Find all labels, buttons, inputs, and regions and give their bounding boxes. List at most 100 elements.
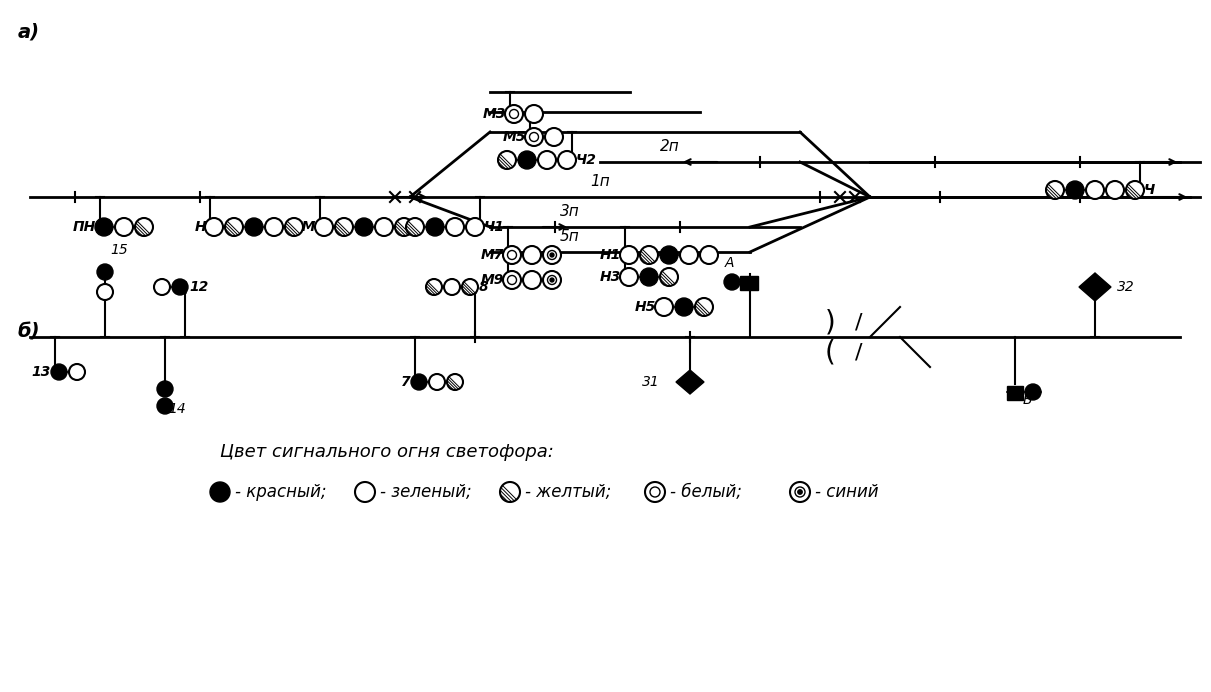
Bar [1008, 386, 1023, 400]
Circle shape [51, 364, 67, 380]
Circle shape [1046, 181, 1064, 199]
Text: 12: 12 [189, 280, 208, 294]
Circle shape [426, 218, 444, 236]
Text: Ч: Ч [1144, 183, 1155, 197]
Text: 32: 32 [1117, 280, 1135, 294]
Circle shape [724, 274, 740, 290]
Circle shape [655, 298, 673, 316]
Circle shape [503, 246, 521, 264]
Text: М9: М9 [481, 273, 504, 287]
Polygon shape [1079, 273, 1110, 301]
Text: 3п: 3п [559, 204, 580, 219]
Text: А: А [725, 256, 735, 270]
Circle shape [645, 482, 665, 502]
Circle shape [620, 268, 638, 286]
Circle shape [523, 271, 541, 289]
Text: 2п: 2п [660, 139, 679, 154]
Bar [740, 276, 758, 290]
Circle shape [245, 218, 263, 236]
Circle shape [526, 105, 543, 123]
Circle shape [550, 253, 553, 257]
Circle shape [545, 128, 563, 146]
Text: /: / [855, 312, 862, 332]
Circle shape [503, 271, 521, 289]
Circle shape [660, 246, 678, 264]
Text: Н3: Н3 [599, 270, 621, 284]
Text: 31: 31 [642, 375, 660, 389]
Circle shape [794, 487, 805, 497]
Circle shape [518, 151, 536, 169]
Text: Цвет сигнального огня светофора:: Цвет сигнального огня светофора: [220, 443, 553, 461]
Text: - зеленый;: - зеленый; [380, 483, 471, 501]
Text: ПН: ПН [73, 220, 96, 234]
Circle shape [681, 246, 698, 264]
Circle shape [406, 218, 424, 236]
Text: Н: Н [195, 220, 206, 234]
Circle shape [225, 218, 243, 236]
Circle shape [543, 271, 561, 289]
Circle shape [547, 275, 557, 284]
Circle shape [285, 218, 303, 236]
Circle shape [134, 218, 153, 236]
Text: Ч2: Ч2 [576, 153, 597, 167]
Circle shape [550, 278, 553, 282]
Circle shape [538, 151, 556, 169]
Circle shape [500, 482, 520, 502]
Circle shape [650, 487, 660, 497]
Circle shape [510, 109, 518, 118]
Circle shape [505, 105, 523, 123]
Circle shape [157, 398, 173, 414]
Circle shape [526, 128, 543, 146]
Text: (: ( [825, 338, 836, 366]
Circle shape [507, 251, 517, 260]
Text: Ч1: Ч1 [484, 220, 505, 234]
Text: 8: 8 [480, 280, 488, 294]
Text: 13: 13 [31, 365, 51, 379]
Circle shape [97, 284, 113, 300]
Circle shape [498, 151, 516, 169]
Text: - синий: - синий [815, 483, 878, 501]
Text: 5п: 5п [559, 229, 580, 244]
Polygon shape [676, 370, 704, 394]
Circle shape [466, 218, 484, 236]
Circle shape [210, 482, 230, 502]
Circle shape [1126, 181, 1144, 199]
Circle shape [426, 279, 442, 295]
Circle shape [115, 218, 133, 236]
Circle shape [154, 279, 170, 295]
Text: 14: 14 [168, 402, 185, 416]
Text: Н5: Н5 [635, 300, 656, 314]
Circle shape [790, 482, 810, 502]
Circle shape [355, 482, 375, 502]
Circle shape [507, 275, 517, 284]
Text: 7: 7 [401, 375, 411, 389]
Circle shape [543, 246, 561, 264]
Text: 15: 15 [110, 243, 127, 257]
Circle shape [700, 246, 718, 264]
Text: М7: М7 [481, 248, 504, 262]
Text: М5: М5 [503, 130, 526, 144]
Circle shape [639, 246, 658, 264]
Circle shape [675, 298, 693, 316]
Circle shape [157, 381, 173, 397]
Circle shape [429, 374, 444, 390]
Circle shape [547, 251, 557, 260]
Text: М3: М3 [483, 107, 506, 121]
Circle shape [660, 268, 678, 286]
Circle shape [97, 264, 113, 280]
Circle shape [375, 218, 394, 236]
Circle shape [529, 132, 539, 141]
Circle shape [69, 364, 85, 380]
Text: - красный;: - красный; [235, 483, 327, 501]
Text: Н1: Н1 [599, 248, 621, 262]
Text: б): б) [18, 322, 40, 341]
Circle shape [172, 279, 188, 295]
Circle shape [558, 151, 576, 169]
Text: ): ) [825, 308, 836, 336]
Text: НМ: НМ [291, 220, 316, 234]
Circle shape [395, 218, 413, 236]
Text: /: / [855, 342, 862, 362]
Text: а): а) [18, 22, 40, 41]
Circle shape [798, 490, 802, 494]
Circle shape [447, 374, 463, 390]
